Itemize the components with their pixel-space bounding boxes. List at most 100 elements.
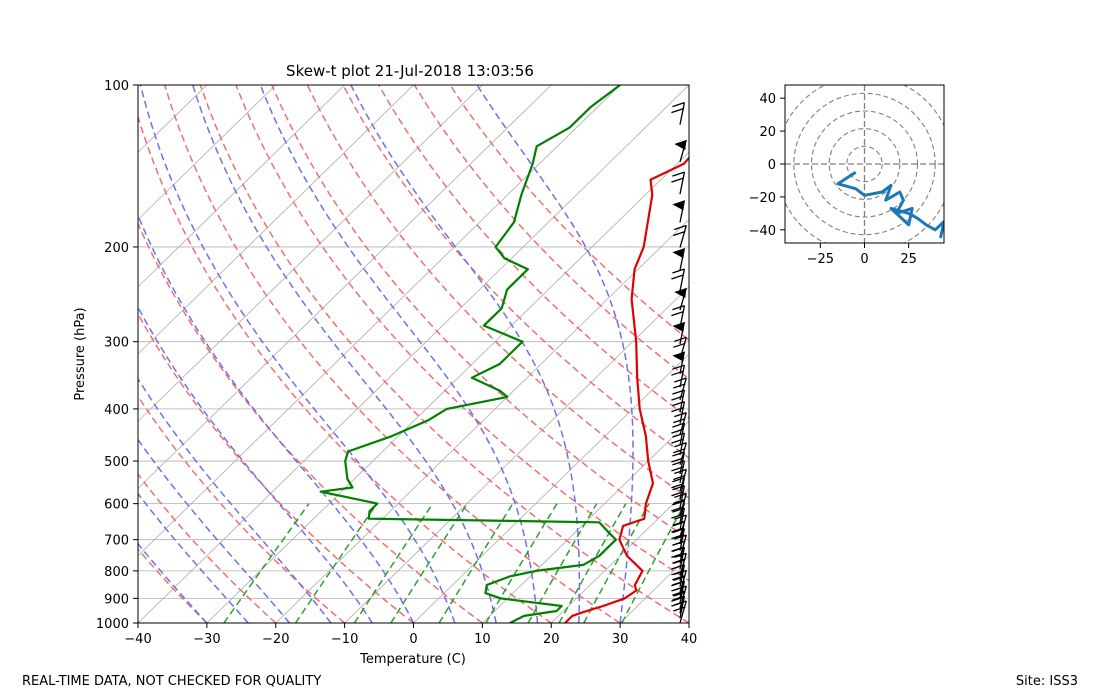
barb-feather bbox=[673, 230, 686, 237]
mixing-ratio-line bbox=[558, 503, 627, 623]
quality-disclaimer: REAL-TIME DATA, NOT CHECKED FOR QUALITY bbox=[22, 674, 322, 689]
barb-shaft bbox=[679, 377, 687, 401]
barb-feather bbox=[671, 546, 684, 552]
barb-feather bbox=[672, 451, 685, 457]
chart-title: Skew-t plot 21-Jul-2018 13:03:56 bbox=[286, 62, 534, 80]
wind-barb bbox=[673, 411, 687, 435]
moist-adiabat bbox=[476, 85, 634, 623]
mixing-ratio-line bbox=[390, 503, 468, 623]
dry-adiabat bbox=[306, 85, 689, 500]
mixing-ratio-line bbox=[438, 503, 514, 623]
wind-barb bbox=[671, 171, 686, 195]
barb-feather bbox=[673, 498, 686, 505]
wind-barb bbox=[672, 248, 686, 271]
x-tick-label: −40 bbox=[124, 632, 151, 647]
mixing-ratio-line bbox=[527, 503, 598, 623]
barb-shaft bbox=[679, 570, 687, 593]
y-tick-label: 700 bbox=[104, 534, 129, 549]
barb-feather bbox=[671, 370, 684, 376]
y-tick-label: 800 bbox=[104, 565, 129, 580]
site-label: Site: ISS3 bbox=[1015, 674, 1078, 689]
barb-feather bbox=[672, 268, 685, 274]
barb-shaft bbox=[679, 451, 686, 475]
hodo-y-tick-label: 40 bbox=[759, 92, 776, 107]
dry-adiabat bbox=[138, 312, 414, 623]
isotherm bbox=[688, 622, 689, 623]
wind-barb bbox=[674, 139, 687, 163]
barb-shaft bbox=[679, 460, 686, 484]
barb-shaft bbox=[679, 365, 686, 388]
mixing-ratio-line bbox=[583, 503, 650, 623]
y-tick-label: 200 bbox=[104, 241, 129, 256]
barb-feather bbox=[673, 575, 686, 581]
hodograph-trace bbox=[836, 170, 944, 239]
isotherm bbox=[413, 353, 689, 623]
wind-barb bbox=[674, 287, 687, 311]
moist-adiabat bbox=[138, 492, 249, 623]
x-axis-label: Temperature (C) bbox=[359, 652, 466, 667]
barb-shaft bbox=[679, 564, 686, 587]
hodo-x-tick-label: 25 bbox=[900, 252, 917, 267]
barb-feather bbox=[672, 171, 685, 177]
wind-barb bbox=[672, 351, 686, 374]
barb-shaft bbox=[679, 102, 686, 125]
barb-feather bbox=[673, 342, 686, 348]
isotherm bbox=[482, 420, 689, 623]
isotherm bbox=[344, 286, 689, 623]
barb-pennant bbox=[672, 322, 685, 333]
barb-feather bbox=[673, 606, 686, 612]
barb-feather bbox=[674, 514, 687, 520]
barb-pennant bbox=[672, 200, 685, 211]
barb-shaft bbox=[679, 268, 686, 292]
moist-adiabat bbox=[138, 305, 373, 623]
x-tick-label: −10 bbox=[331, 632, 358, 647]
barb-feather bbox=[671, 108, 684, 114]
moist-adiabat bbox=[138, 438, 291, 623]
moist-adiabat bbox=[259, 85, 539, 623]
barb-feather bbox=[674, 224, 687, 231]
barb-feather bbox=[673, 558, 686, 564]
barb-feather bbox=[673, 383, 686, 389]
isotherm bbox=[138, 85, 552, 490]
barb-shaft bbox=[679, 580, 686, 604]
barb-feather bbox=[671, 311, 684, 317]
dry-adiabat bbox=[138, 394, 346, 623]
barb-pennant bbox=[674, 288, 687, 299]
hodo-x-tick-label: 0 bbox=[860, 252, 868, 267]
y-tick-label: 1000 bbox=[96, 617, 129, 632]
dry-adiabat bbox=[138, 472, 277, 623]
barb-shaft bbox=[679, 493, 687, 516]
barb-feather bbox=[672, 595, 685, 601]
barb-feather bbox=[672, 500, 685, 506]
x-tick-label: −30 bbox=[193, 632, 220, 647]
barb-pennant bbox=[672, 248, 685, 259]
barb-feather bbox=[674, 411, 687, 418]
barb-shaft bbox=[679, 225, 687, 248]
barb-feather bbox=[672, 364, 685, 370]
barb-shaft bbox=[679, 585, 687, 609]
hodograph-ring bbox=[846, 145, 883, 183]
barb-shaft bbox=[679, 596, 686, 619]
barb-feather bbox=[674, 377, 687, 383]
isotherm bbox=[138, 85, 414, 355]
barb-feather bbox=[671, 395, 684, 401]
isotherm bbox=[206, 151, 689, 623]
y-tick-label: 100 bbox=[104, 79, 129, 94]
barb-pennant bbox=[674, 139, 687, 150]
y-tick-label: 300 bbox=[104, 336, 129, 351]
barb-shaft bbox=[679, 337, 687, 360]
temperature-profile bbox=[564, 156, 689, 623]
barb-feather bbox=[671, 506, 684, 512]
barb-shaft bbox=[679, 547, 686, 570]
x-tick-label: 40 bbox=[681, 632, 698, 647]
barb-feather bbox=[673, 540, 686, 546]
moist-adiabat bbox=[138, 213, 415, 623]
barb-shaft bbox=[679, 412, 687, 435]
barb-shaft bbox=[679, 600, 687, 624]
isotherm bbox=[138, 85, 621, 557]
x-tick-label: 30 bbox=[612, 632, 629, 647]
barb-feather bbox=[673, 591, 686, 597]
isotherm bbox=[138, 85, 277, 221]
wind-barb bbox=[671, 268, 686, 292]
